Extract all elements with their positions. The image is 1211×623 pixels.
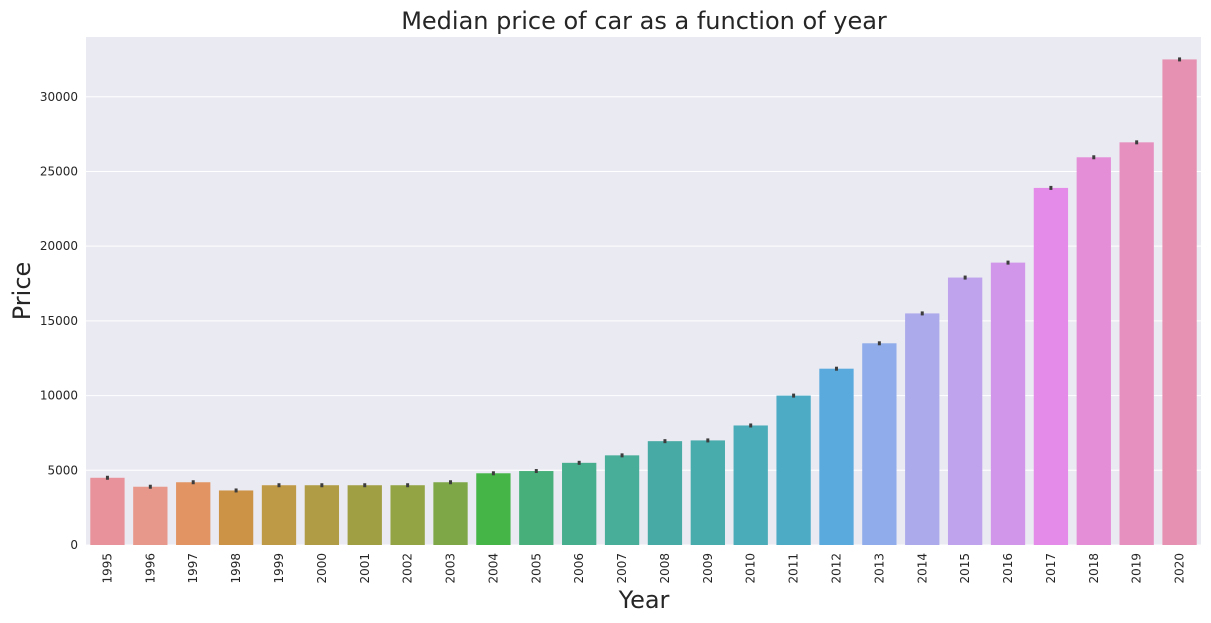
x-tick-label: 2007 [615,553,629,584]
y-tick-label: 20000 [40,239,78,253]
x-tick-label: 1997 [186,553,200,584]
bar-2013 [862,343,897,545]
chart-title: Median price of car as a function of yea… [401,7,887,35]
y-tick-label: 30000 [40,90,78,104]
bar-2007 [604,455,640,545]
error-bars [105,57,1182,493]
bar-2015 [947,277,983,545]
x-tick-label: 2010 [744,553,758,584]
y-axis-ticks: 0 5000 10000 15000 20000 25000 30000 [40,90,78,552]
y-tick-label: 25000 [40,164,78,178]
x-tick-label: 2019 [1130,553,1144,584]
x-tick-label: 2003 [444,553,458,584]
x-tick-label: 2004 [486,553,500,584]
bar-1995 [90,477,125,545]
x-tick-label: 1999 [272,553,286,584]
bar-2004 [476,473,511,545]
bar-2002 [390,485,425,545]
x-tick-label: 2001 [358,553,372,584]
bar-2017 [1033,187,1069,545]
bar-2011 [776,395,811,545]
x-tick-label: 2000 [315,553,329,584]
x-axis-label: Year [618,586,670,614]
x-tick-label: 2011 [787,553,801,584]
x-tick-label: 2009 [701,553,715,584]
x-tick-label: 2005 [529,553,543,584]
bar-2005 [519,471,554,545]
bar-2018 [1076,157,1111,545]
x-tick-label: 2012 [829,553,843,584]
x-tick-label: 1995 [100,553,114,584]
bars [90,59,1197,545]
x-tick-label: 1996 [143,553,157,584]
x-tick-label: 2002 [401,553,415,584]
bar-2006 [562,462,597,545]
bar-2001 [347,485,382,545]
bar-2020 [1162,59,1197,545]
bar-2016 [990,262,1026,545]
bar-1996 [133,486,168,545]
bar-1999 [261,485,297,545]
x-tick-label: 2018 [1087,553,1101,584]
x-tick-label: 2015 [958,553,972,584]
x-tick-label: 2013 [872,553,886,584]
bar-2019 [1119,142,1154,545]
x-tick-label: 2008 [658,553,672,584]
bar-2014 [905,313,940,545]
bar-2012 [819,368,854,545]
bar-2003 [433,482,468,545]
y-tick-label: 0 [70,538,78,552]
y-tick-label: 15000 [40,314,78,328]
y-tick-label: 5000 [47,463,78,477]
x-tick-label: 2006 [572,553,586,584]
x-tick-label: 2017 [1044,553,1058,584]
bar-2008 [647,441,683,545]
x-tick-label: 2014 [915,553,929,584]
x-tick-label: 2016 [1001,553,1015,584]
bar-1998 [218,490,254,545]
bar-2010 [733,425,768,545]
y-tick-label: 10000 [40,389,78,403]
bar-2009 [690,440,725,545]
x-tick-label: 1998 [229,553,243,584]
x-tick-label: 2020 [1173,553,1187,584]
x-axis-ticks: 1995 1996 1997 1998 1999 2000 2001 2002 2003 2004… [100,553,1186,584]
bar-2000 [304,485,340,545]
bar-1997 [176,482,211,545]
y-axis-label: Price [8,262,36,321]
